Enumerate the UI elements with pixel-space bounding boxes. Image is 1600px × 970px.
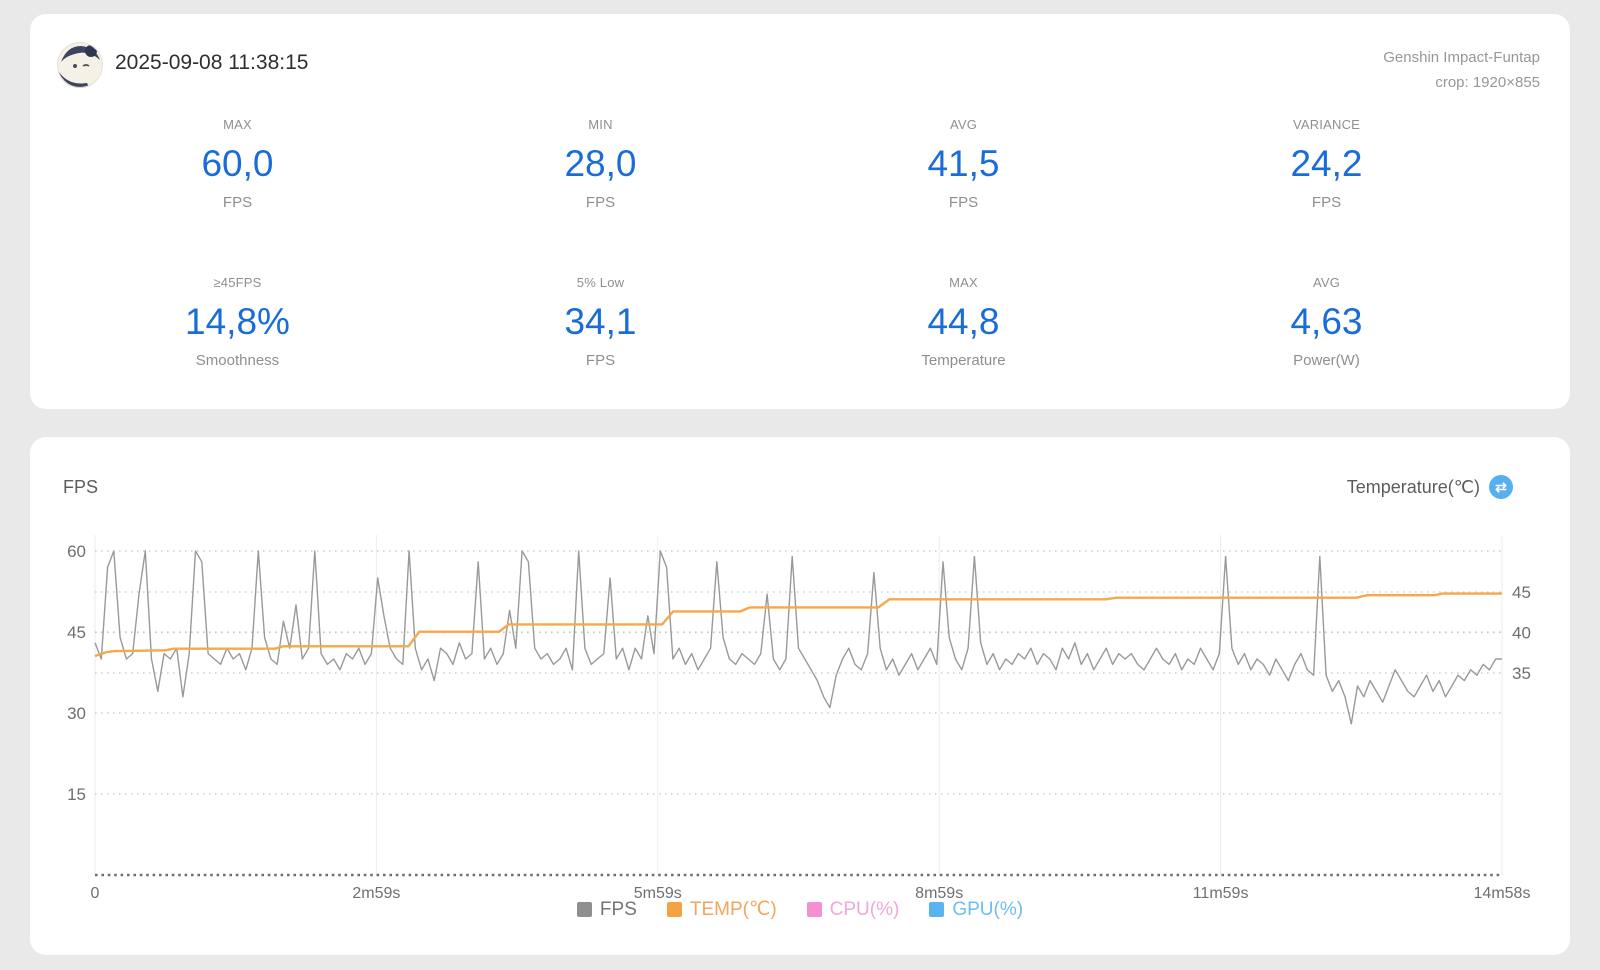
stat-max-fps: MAX 60,0 FPS <box>201 117 274 211</box>
legend-item-cpu-[interactable]: CPU(%) <box>806 898 900 921</box>
legend-swatch <box>576 902 592 917</box>
svg-text:45: 45 <box>1512 583 1531 602</box>
legend-item-gpu-[interactable]: GPU(%) <box>929 898 1023 921</box>
svg-text:2m59s: 2m59s <box>352 885 400 902</box>
stat-smoothness: ≥45FPS 14,8% Smoothness <box>185 275 290 369</box>
legend-label: FPS <box>599 898 637 920</box>
svg-text:14m58s: 14m58s <box>1474 885 1531 902</box>
svg-text:40: 40 <box>1512 624 1531 643</box>
right-axis-title: Temperature(℃) <box>1346 476 1480 497</box>
svg-text:30: 30 <box>67 704 86 723</box>
legend-label: TEMP(℃) <box>689 899 777 920</box>
svg-text:0: 0 <box>91 885 100 902</box>
chart-card: 60 45 30 15 45 40 35 0 2m59s 5m59s 8m59s 11m59s 14m5… <box>30 437 1570 955</box>
stat-5pct-low: 5% Low 34,1 FPS <box>564 275 637 369</box>
avatar <box>57 42 103 88</box>
avatar-icon <box>57 42 103 88</box>
left-axis-title: FPS <box>63 477 99 497</box>
svg-text:60: 60 <box>67 542 86 561</box>
legend-item-temp-[interactable]: TEMP(℃) <box>666 898 777 921</box>
app-title: Genshin Impact-Funtap <box>1383 49 1540 66</box>
svg-text:8m59s: 8m59s <box>915 885 963 902</box>
legend-label: GPU(%) <box>952 898 1024 920</box>
legend-swatch <box>666 902 682 917</box>
legend-item-fps[interactable]: FPS <box>576 898 637 921</box>
stat-max-temperature: MAX 44,8 Temperature <box>921 275 1006 369</box>
stats-row-misc: ≥45FPS 14,8% Smoothness 5% Low 34,1 FPS … <box>56 273 1508 370</box>
legend-label: CPU(%) <box>829 898 900 920</box>
crop-info: crop: 1920×855 <box>1435 74 1540 91</box>
svg-text:35: 35 <box>1512 664 1531 683</box>
legend-swatch <box>929 902 945 917</box>
svg-text:15: 15 <box>67 785 86 804</box>
legend-swatch <box>806 902 822 917</box>
svg-text:11m59s: 11m59s <box>1193 885 1249 902</box>
stat-min-fps: MIN 28,0 FPS <box>564 117 637 211</box>
stats-row-fps: MAX 60,0 FPS MIN 28,0 FPS AVG 41,5 FPS V… <box>56 115 1508 212</box>
svg-text:5m59s: 5m59s <box>634 885 682 902</box>
record-timestamp: 2025-09-08 11:38:15 <box>115 51 309 74</box>
summary-card: 2025-09-08 11:38:15 Genshin Impact-Funta… <box>30 14 1570 409</box>
stat-avg-power: AVG 4,63 Power(W) <box>1290 275 1363 369</box>
svg-text:45: 45 <box>67 623 86 642</box>
chart-legend: FPS TEMP(℃) CPU(%) GPU(%) <box>30 898 1570 921</box>
axis-swap-icon[interactable]: ⇄ <box>1489 475 1513 499</box>
stat-variance-fps: VARIANCE 24,2 FPS <box>1290 117 1363 211</box>
performance-chart: 60 45 30 15 45 40 35 0 2m59s 5m59s 8m59s 11m59s 14m5… <box>67 535 1531 902</box>
stat-avg-fps: AVG 41,5 FPS <box>927 117 1000 211</box>
